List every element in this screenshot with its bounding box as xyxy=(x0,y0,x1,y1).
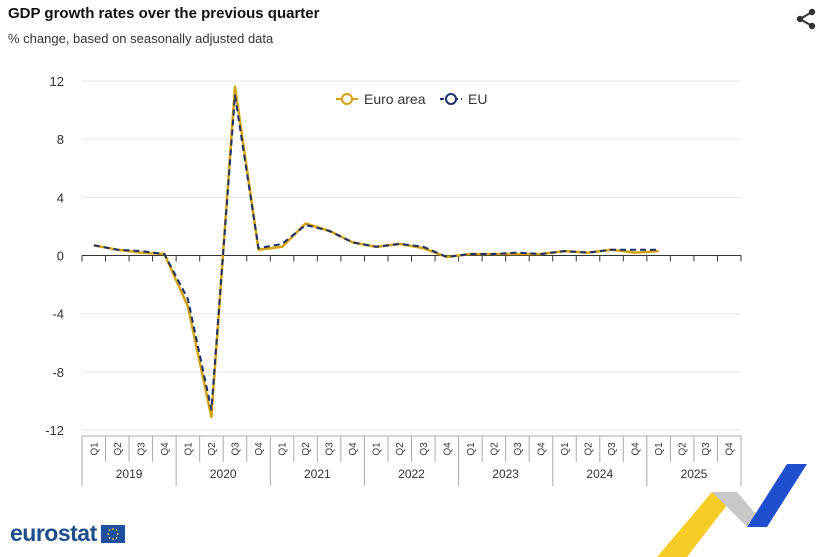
quarter-tick-label: Q2 xyxy=(207,442,218,456)
quarter-tick-label: Q3 xyxy=(230,442,241,456)
quarter-tick-label: Q1 xyxy=(89,442,100,456)
quarter-tick-label: Q4 xyxy=(442,442,453,456)
chart-subtitle: % change, based on seasonally adjusted d… xyxy=(8,31,274,46)
legend-label: EU xyxy=(468,91,487,107)
year-tick-label: 2022 xyxy=(398,467,425,481)
year-tick-label: 2021 xyxy=(304,467,331,481)
quarter-tick-label: Q4 xyxy=(254,442,265,456)
quarter-tick-label: Q3 xyxy=(513,442,524,456)
logo-text: eurostat xyxy=(10,520,97,546)
year-tick-label: 2020 xyxy=(210,467,237,481)
legend-marker xyxy=(341,93,353,105)
quarter-tick-label: Q1 xyxy=(654,442,665,456)
quarter-tick-label: Q3 xyxy=(325,442,336,456)
quarter-tick-label: Q1 xyxy=(372,442,383,456)
series-line-eu xyxy=(93,94,659,411)
quarter-tick-label: Q1 xyxy=(466,442,477,456)
year-tick-label: 2025 xyxy=(681,467,708,481)
decorative-ribbon xyxy=(657,464,807,557)
eurostat-logo: eurostat xyxy=(10,520,125,547)
quarter-tick-label: Q4 xyxy=(348,442,359,456)
y-tick-label: 4 xyxy=(57,190,64,205)
quarter-tick-label: Q4 xyxy=(631,442,642,456)
quarter-tick-label: Q2 xyxy=(395,442,406,456)
share-icon[interactable] xyxy=(795,8,817,30)
quarter-tick-label: Q2 xyxy=(584,442,595,456)
eu-flag-icon xyxy=(100,524,125,543)
y-tick-label: -8 xyxy=(52,365,64,380)
y-tick-label: 8 xyxy=(57,132,64,147)
quarter-tick-label: Q2 xyxy=(489,442,500,456)
y-tick-label: 0 xyxy=(57,249,64,264)
quarter-tick-label: Q3 xyxy=(607,442,618,456)
y-tick-label: -4 xyxy=(52,307,64,322)
y-tick-label: -12 xyxy=(45,423,64,438)
quarter-tick-label: Q2 xyxy=(301,442,312,456)
legend-marker xyxy=(445,93,457,105)
quarter-tick-label: Q1 xyxy=(560,442,571,456)
quarter-tick-label: Q2 xyxy=(678,442,689,456)
quarter-tick-label: Q4 xyxy=(536,442,547,456)
quarter-tick-label: Q4 xyxy=(160,442,171,456)
chart-title: GDP growth rates over the previous quart… xyxy=(8,5,320,22)
y-tick-label: 12 xyxy=(50,74,64,89)
quarter-tick-label: Q3 xyxy=(136,442,147,456)
quarter-tick-label: Q1 xyxy=(183,442,194,456)
legend-label: Euro area xyxy=(364,91,426,107)
year-tick-label: 2019 xyxy=(116,467,143,481)
quarter-tick-label: Q3 xyxy=(419,442,430,456)
quarter-tick-label: Q4 xyxy=(725,442,736,456)
year-tick-label: 2024 xyxy=(586,467,613,481)
quarter-tick-label: Q1 xyxy=(278,442,289,456)
year-tick-label: 2023 xyxy=(492,467,519,481)
quarter-tick-label: Q2 xyxy=(113,442,124,456)
quarter-tick-label: Q3 xyxy=(701,442,712,456)
